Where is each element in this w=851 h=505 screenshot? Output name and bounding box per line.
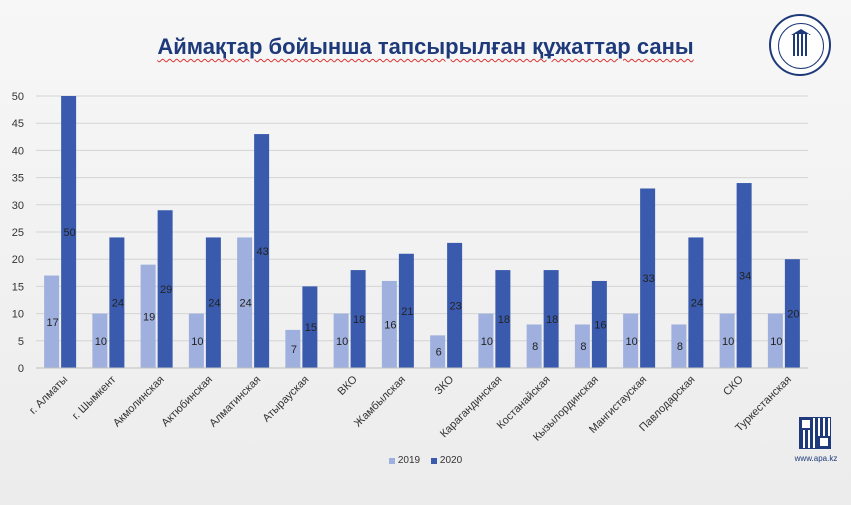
data-label: 15 [305,322,317,334]
data-label: 7 [291,344,297,356]
y-tick-label: 20 [12,254,24,266]
y-tick-label: 15 [12,281,24,293]
y-tick-label: 50 [12,91,24,103]
bar-2019 [719,313,735,368]
bar-2019 [188,313,204,368]
bar-2019 [333,313,349,368]
data-label: 20 [787,309,799,321]
bar-2019 [574,324,590,368]
x-tick-label: Алматинская [207,374,263,430]
data-label: 6 [436,347,442,359]
x-tick-label: Атырауская [260,374,311,425]
y-tick-label: 0 [18,363,24,375]
bar-2019 [285,329,301,368]
data-label: 18 [353,314,365,326]
bar-2019 [671,324,687,368]
data-label: 34 [739,271,751,283]
data-label: 10 [626,336,638,348]
bar-2019 [92,313,108,368]
data-label: 43 [257,246,269,258]
data-label: 10 [191,336,203,348]
legend: 2019 2020 [0,455,851,467]
x-tick-label: г. Шымкент [70,374,118,422]
y-tick-label: 30 [12,200,24,212]
bar-2019 [140,264,156,368]
data-label: 24 [240,298,252,310]
bar-2020 [109,237,125,368]
data-label: 29 [160,284,172,296]
bar-2020 [591,280,607,368]
bar-2020 [784,259,800,368]
bar-2020 [302,286,318,368]
qr-code-icon[interactable] [799,417,831,449]
data-label: 10 [95,336,107,348]
y-tick-label: 25 [12,227,24,239]
bar-2020 [543,270,559,368]
data-label: 24 [691,298,703,310]
data-label: 18 [498,314,510,326]
data-label: 16 [384,319,396,331]
data-label: 23 [450,300,462,312]
bar-2019 [478,313,494,368]
academy-seal-icon [769,14,831,76]
data-label: 50 [64,227,76,239]
bar-2020 [254,134,270,368]
data-label: 19 [143,311,155,323]
bar-2020 [205,237,221,368]
data-label: 33 [643,273,655,285]
website-link[interactable]: www.apa.kz [794,454,838,463]
x-tick-label: ЗКО [433,373,457,397]
bar-2019 [381,280,397,368]
bar-2019 [237,237,253,368]
x-tick-label: ВКО [336,373,360,397]
bar-2019 [767,313,783,368]
data-label: 24 [112,298,124,310]
bar-2019 [430,335,446,368]
data-label: 8 [532,341,538,353]
bar-2020 [495,270,511,368]
bar-2020 [688,237,704,368]
data-label: 10 [481,336,493,348]
bar-2020 [61,96,77,368]
bar-2019 [526,324,542,368]
y-tick-label: 40 [12,145,24,157]
data-label: 21 [401,306,413,318]
bar-2019 [623,313,639,368]
x-tick-label: Жамбылская [352,374,408,430]
data-label: 24 [208,298,220,310]
x-tick-label: г. Алматы [27,374,70,417]
x-tick-label: СКО [721,373,746,398]
data-label: 8 [677,341,683,353]
data-label: 18 [546,314,558,326]
data-label: 17 [47,317,59,329]
bar-2020 [350,270,366,368]
legend-item-2020: 2020 [430,455,462,466]
y-tick-label: 10 [12,309,24,321]
bar-2020 [736,183,752,368]
bar-2020 [447,242,463,368]
bar-2020 [157,210,173,368]
data-label: 8 [580,341,586,353]
bar-2019 [44,275,60,368]
y-tick-label: 5 [18,336,24,348]
y-tick-label: 35 [12,173,24,185]
chart-title: Аймақтар бойынша тапсырылған құжаттар са… [157,34,694,59]
bar-2020 [398,253,414,368]
data-label: 10 [336,336,348,348]
data-label: 10 [770,336,782,348]
y-tick-label: 45 [12,118,24,130]
data-label: 10 [722,336,734,348]
data-label: 16 [594,319,606,331]
legend-item-2019: 2019 [388,455,420,466]
bar-2020 [640,188,656,368]
